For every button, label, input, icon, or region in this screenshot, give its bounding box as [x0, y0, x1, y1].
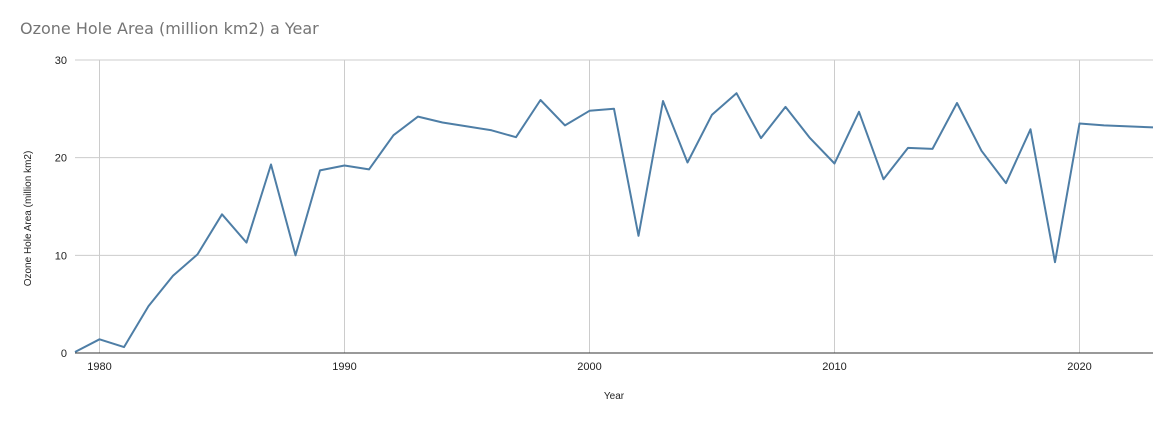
- data-point: [858, 111, 860, 113]
- data-point: [907, 147, 909, 149]
- y-tick-label: 20: [55, 153, 67, 165]
- data-point: [1029, 128, 1031, 130]
- data-point: [564, 124, 566, 126]
- x-axis-label: Year: [604, 391, 625, 402]
- x-tick-label: 2020: [1067, 361, 1091, 373]
- y-axis-label: Ozone Hole Area (million km2): [23, 151, 34, 287]
- x-tick-label: 1990: [332, 361, 356, 373]
- data-point: [637, 235, 639, 237]
- data-point: [490, 129, 492, 131]
- data-point: [172, 275, 174, 277]
- data-point: [1127, 125, 1129, 127]
- data-point: [931, 148, 933, 150]
- data-point: [221, 213, 223, 215]
- data-point: [980, 150, 982, 152]
- tick-labels: 0 10 20 30 1980 1990 2000 2010 2020: [55, 55, 1092, 373]
- data-point: [466, 125, 468, 127]
- data-point: [441, 121, 443, 123]
- data-point: [319, 169, 321, 171]
- data-point: [613, 108, 615, 110]
- data-point: [343, 164, 345, 166]
- data-point: [98, 338, 100, 340]
- series-layer: [74, 92, 1154, 353]
- data-point: [74, 351, 76, 353]
- data-point: [294, 254, 296, 256]
- x-tick-label: 2010: [822, 361, 846, 373]
- data-point: [539, 99, 541, 101]
- data-point: [735, 92, 737, 94]
- data-point: [392, 134, 394, 136]
- data-point: [1103, 124, 1105, 126]
- data-point: [1005, 182, 1007, 184]
- data-point: [270, 163, 272, 165]
- data-point: [833, 162, 835, 164]
- data-point: [882, 178, 884, 180]
- data-point: [760, 137, 762, 139]
- data-point: [686, 161, 688, 163]
- chart-title: Ozone Hole Area (million km2) a Year: [20, 19, 319, 38]
- data-point: [196, 253, 198, 255]
- grid-lines: [75, 59, 1153, 353]
- data-point: [417, 115, 419, 117]
- y-tick-label: 30: [55, 55, 67, 67]
- data-point: [662, 100, 664, 102]
- y-tick-label: 10: [55, 250, 67, 262]
- data-point: [711, 114, 713, 116]
- data-point: [368, 168, 370, 170]
- data-point: [147, 305, 149, 307]
- data-point: [809, 137, 811, 139]
- data-point: [1078, 122, 1080, 124]
- data-point: [245, 241, 247, 243]
- series-line: [74, 92, 1154, 353]
- x-tick-label: 2000: [577, 361, 601, 373]
- data-point: [588, 110, 590, 112]
- data-point: [123, 346, 125, 348]
- data-point: [515, 136, 517, 138]
- y-tick-label: 0: [61, 348, 67, 360]
- data-point: [956, 102, 958, 104]
- x-tick-label: 1980: [87, 361, 111, 373]
- data-point: [784, 106, 786, 108]
- data-point: [1054, 261, 1056, 263]
- data-point: [1152, 126, 1154, 128]
